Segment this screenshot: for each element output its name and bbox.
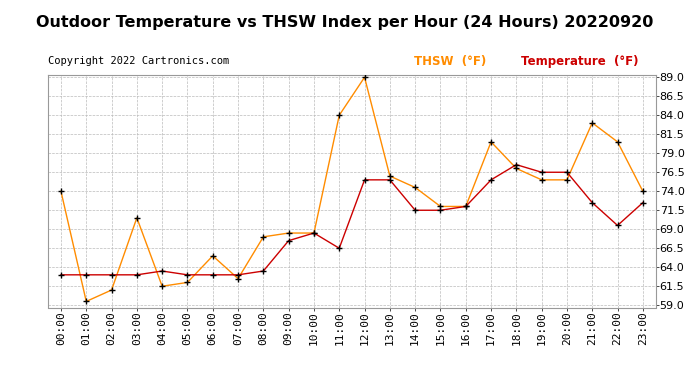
Text: Copyright 2022 Cartronics.com: Copyright 2022 Cartronics.com — [48, 56, 230, 66]
Text: Outdoor Temperature vs THSW Index per Hour (24 Hours) 20220920: Outdoor Temperature vs THSW Index per Ho… — [37, 15, 653, 30]
Text: THSW  (°F): THSW (°F) — [414, 55, 486, 68]
Text: Temperature  (°F): Temperature (°F) — [521, 55, 638, 68]
